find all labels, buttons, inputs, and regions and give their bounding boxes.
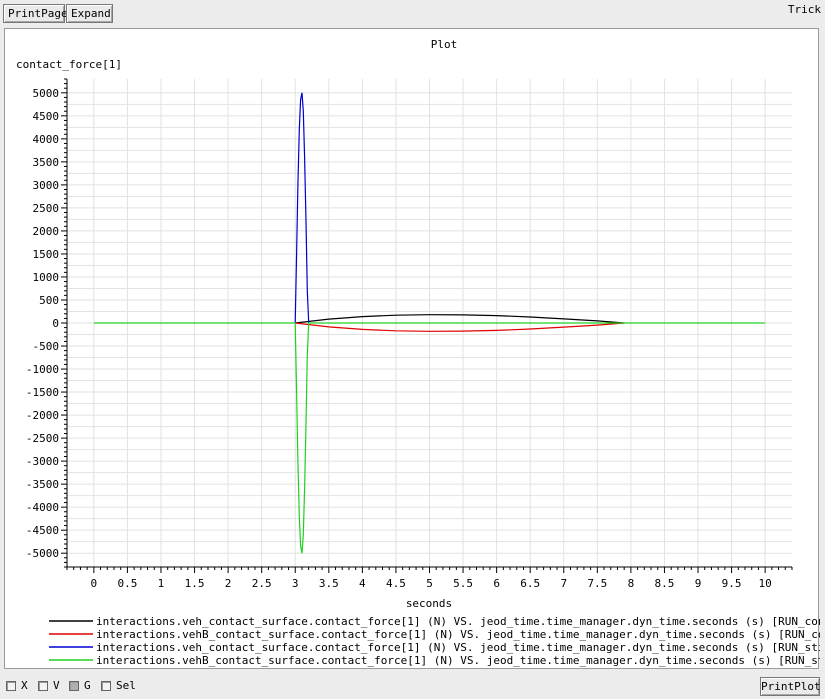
- series-line-2: [295, 322, 625, 332]
- x-checkbox[interactable]: [6, 680, 16, 691]
- print-page-button[interactable]: PrintPage: [3, 4, 68, 23]
- legend-entry-3: interactions.veh_contact_surface.contact…: [96, 641, 820, 654]
- x-tick-label: 0: [91, 577, 98, 590]
- print-plot-button[interactable]: PrintPlot: [760, 677, 821, 696]
- y-tick-label: 2000: [33, 225, 60, 238]
- x-tick-label: 6: [493, 577, 500, 590]
- y-tick-label: -2000: [26, 409, 59, 422]
- g-toggle-label: G: [84, 679, 91, 692]
- x-tick-label: 1: [158, 577, 165, 590]
- x-tick-label: 4: [359, 577, 366, 590]
- v-toggle-label: V: [53, 679, 60, 692]
- y-tick-label: 3500: [33, 156, 60, 169]
- series-line-3: [294, 92, 310, 324]
- sel-toggle[interactable]: Sel: [101, 679, 136, 692]
- x-tick-label: 9.5: [722, 577, 742, 590]
- legend-entry-4: interactions.vehB_contact_surface.contac…: [96, 654, 820, 667]
- y-tick-label: -2500: [26, 432, 59, 445]
- chart-title: Plot: [431, 38, 458, 51]
- x-tick-label: 8.5: [655, 577, 675, 590]
- x-tick-label: 1.5: [185, 577, 205, 590]
- line-chart[interactable]: Plotcontact_force[1]50004500400035003000…: [5, 29, 820, 670]
- x-toggle[interactable]: X: [6, 679, 28, 692]
- x-tick-label: 3.5: [319, 577, 339, 590]
- y-tick-label: 3000: [33, 179, 60, 192]
- y-tick-label: -4000: [26, 501, 59, 514]
- y-tick-label: 4500: [33, 110, 60, 123]
- y-tick-label: -500: [33, 340, 60, 353]
- legend-entry-2: interactions.vehB_contact_surface.contac…: [96, 628, 820, 641]
- y-tick-label: 1000: [33, 271, 60, 284]
- app-label: Trick: [787, 3, 821, 16]
- sel-toggle-label: Sel: [116, 679, 136, 692]
- y-tick-label: -3000: [26, 455, 59, 468]
- g-toggle[interactable]: G: [69, 679, 91, 692]
- y-tick-label: -1000: [26, 363, 59, 376]
- x-tick-label: 6.5: [520, 577, 540, 590]
- g-checkbox[interactable]: [69, 680, 79, 691]
- x-tick-label: 10: [759, 577, 772, 590]
- x-tick-label: 7.5: [587, 577, 607, 590]
- y-axis-label: contact_force[1]: [16, 58, 122, 71]
- x-tick-label: 4.5: [386, 577, 406, 590]
- legend-entry-1: interactions.veh_contact_surface.contact…: [96, 615, 820, 628]
- y-tick-label: -4500: [26, 524, 59, 537]
- x-tick-label: 8: [628, 577, 635, 590]
- x-toggle-label: X: [21, 679, 28, 692]
- x-tick-label: 7: [560, 577, 567, 590]
- x-tick-label: 2.5: [252, 577, 272, 590]
- bottom-toolbar: X V G Sel PrintPlot: [0, 676, 825, 698]
- x-tick-label: 2: [225, 577, 232, 590]
- x-tick-label: 5.5: [453, 577, 473, 590]
- y-tick-label: 0: [52, 317, 59, 330]
- y-tick-label: -1500: [26, 386, 59, 399]
- series-line-1: [295, 314, 625, 324]
- plot-panel: Plot contact_force[1] 5000 4500 4000 3500 3000…: [4, 28, 820, 670]
- expand-button[interactable]: Expand: [66, 4, 113, 23]
- v-toggle[interactable]: V: [38, 679, 60, 692]
- x-tick-label: 0.5: [117, 577, 137, 590]
- y-tick-label: -3500: [26, 478, 59, 491]
- x-axis-label: seconds: [406, 597, 452, 610]
- x-tick-label: 9: [695, 577, 702, 590]
- y-tick-label: 4000: [33, 133, 60, 146]
- v-checkbox[interactable]: [38, 680, 48, 691]
- y-tick-label: -5000: [26, 547, 59, 560]
- y-tick-label: 500: [39, 294, 59, 307]
- y-tick-label: 1500: [33, 248, 60, 261]
- series-line-4: [93, 322, 766, 554]
- y-tick-label: 5000: [33, 87, 60, 100]
- sel-checkbox[interactable]: [101, 680, 111, 691]
- x-tick-label: 3: [292, 577, 299, 590]
- y-tick-label: 2500: [33, 202, 60, 215]
- x-tick-label: 5: [426, 577, 433, 590]
